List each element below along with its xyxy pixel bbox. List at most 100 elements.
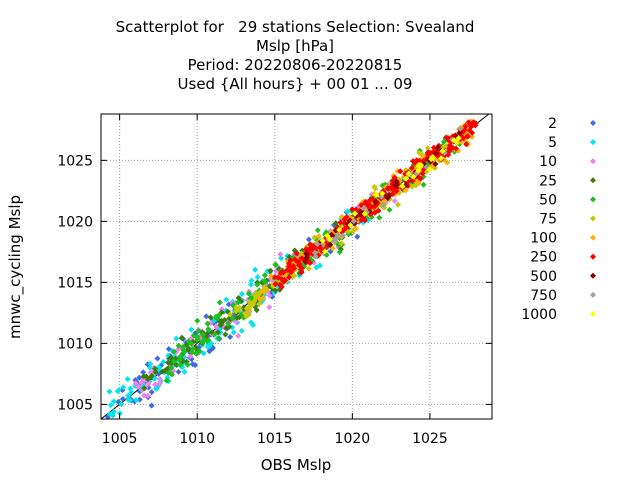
legend-label: 10 xyxy=(539,154,557,170)
scatter-point xyxy=(399,183,406,190)
scatter-point xyxy=(260,294,267,301)
scatter-point xyxy=(180,346,187,353)
scatter-point xyxy=(409,183,416,190)
legend-marker xyxy=(590,120,596,126)
scatter-point xyxy=(305,236,312,243)
scatter-point xyxy=(160,359,167,366)
y-tick-label: 1020 xyxy=(57,214,93,230)
scatter-point xyxy=(311,234,318,241)
scatter-point xyxy=(410,173,417,180)
legend-label: 750 xyxy=(530,288,557,304)
scatter-point xyxy=(408,165,415,172)
scatter-point xyxy=(252,266,259,273)
scatter-point xyxy=(311,249,318,256)
scatter-point xyxy=(106,388,113,395)
scatter-point xyxy=(147,360,154,367)
scatter-point xyxy=(395,201,402,208)
scatter-point xyxy=(371,183,378,190)
scatter-point xyxy=(446,146,453,153)
title-line-2: Mslp [hPa] xyxy=(256,37,334,55)
scatter-point xyxy=(156,380,163,387)
scatter-point xyxy=(256,301,263,308)
scatter-point xyxy=(332,227,339,234)
scatter-point xyxy=(178,334,185,341)
scatter-point xyxy=(147,364,154,371)
scatter-point xyxy=(352,210,359,217)
scatter-point xyxy=(223,325,230,332)
legend-marker xyxy=(590,311,596,317)
scatter-point xyxy=(336,249,343,256)
scatter-point xyxy=(159,368,166,375)
scatter-point xyxy=(410,158,417,165)
scatter-point xyxy=(205,325,212,332)
scatter-point xyxy=(293,250,300,257)
scatter-point xyxy=(109,412,116,419)
y-tick-label: 1025 xyxy=(57,153,93,169)
scatter-point xyxy=(336,227,343,234)
scatter-point xyxy=(148,389,155,396)
scatter-point xyxy=(298,269,305,276)
scatter-point xyxy=(190,332,197,339)
scatter-point xyxy=(472,122,479,129)
scatter-point xyxy=(290,265,297,272)
scatter-point xyxy=(324,232,331,239)
scatter-point xyxy=(187,353,194,360)
scatter-point xyxy=(133,396,140,403)
scatter-point xyxy=(184,361,191,368)
scatter-point xyxy=(178,352,185,359)
scatter-point xyxy=(233,318,240,325)
scatter-point xyxy=(467,121,474,128)
scatter-point xyxy=(341,226,348,233)
scatter-point xyxy=(314,241,321,248)
scatter-point xyxy=(364,200,371,207)
y-tick-label: 1005 xyxy=(57,397,93,413)
scatter-point xyxy=(391,198,398,205)
scatter-point xyxy=(453,139,460,146)
scatter-point xyxy=(439,148,446,155)
scatter-point xyxy=(253,307,260,314)
scatter-point xyxy=(305,265,312,272)
scatter-point xyxy=(245,290,252,297)
scatter-point xyxy=(235,332,242,339)
legend-marker xyxy=(590,272,596,279)
scatter-point xyxy=(420,181,427,188)
scatter-point xyxy=(254,274,261,281)
scatter-point xyxy=(357,208,364,215)
scatter-point xyxy=(272,281,279,288)
legend-label: 5 xyxy=(548,135,557,151)
scatter-point xyxy=(469,133,476,140)
scatter-point xyxy=(125,396,132,403)
scatter-point xyxy=(405,170,412,177)
scatter-point xyxy=(227,334,234,341)
scatter-point xyxy=(352,206,359,213)
scatter-point xyxy=(225,320,232,327)
scatter-point xyxy=(296,262,303,269)
scatter-point xyxy=(327,241,334,248)
scatter-point xyxy=(463,141,470,148)
scatter-point xyxy=(266,292,273,299)
scatter-point xyxy=(384,194,391,201)
scatter-point xyxy=(462,123,469,130)
x-tick-label: 1015 xyxy=(257,431,293,447)
scatter-point xyxy=(138,379,145,386)
scatter-point xyxy=(216,311,223,318)
scatter-point xyxy=(140,369,147,376)
scatter-point xyxy=(344,208,351,215)
scatter-point xyxy=(319,237,326,244)
scatter-point xyxy=(272,262,279,269)
y-axis-label: mnwc_cycling Mslp xyxy=(6,195,25,339)
scatter-point xyxy=(132,376,139,383)
scatter-point xyxy=(195,327,202,334)
scatter-point xyxy=(205,337,212,344)
scatter-point xyxy=(293,257,300,264)
scatter-point xyxy=(267,267,274,274)
legend-marker xyxy=(590,234,596,241)
scatter-point xyxy=(181,368,188,375)
scatter-point xyxy=(204,320,211,327)
scatter-point xyxy=(445,137,452,144)
scatter-point xyxy=(425,149,432,156)
scatter-point xyxy=(238,290,245,297)
scatter-point xyxy=(124,376,131,383)
scatter-point xyxy=(261,277,268,284)
scatter-point xyxy=(115,387,122,394)
